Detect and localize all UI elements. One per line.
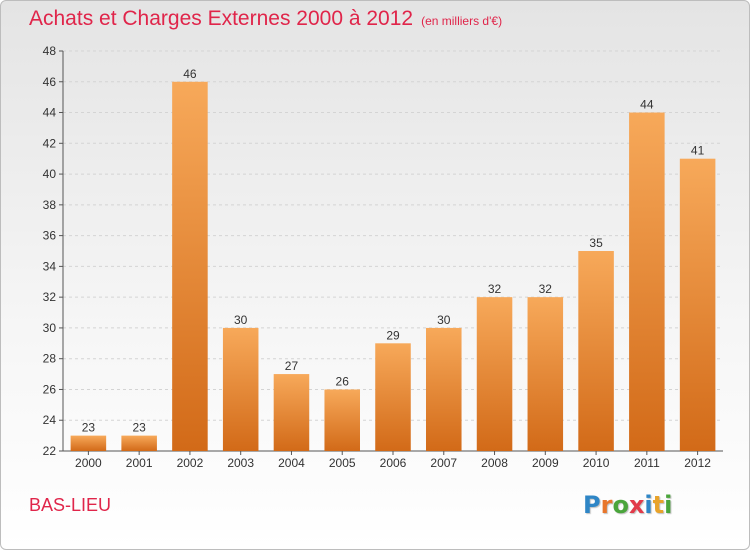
x-tick-label: 2001 bbox=[126, 456, 153, 470]
x-tick-label: 2000 bbox=[75, 456, 102, 470]
y-tick-label: 42 bbox=[43, 136, 57, 150]
y-tick-label: 24 bbox=[43, 413, 57, 427]
bar bbox=[679, 158, 716, 451]
bar bbox=[426, 327, 462, 451]
bar bbox=[527, 297, 564, 451]
bar-value-label: 35 bbox=[589, 236, 603, 250]
logo-letter: i bbox=[644, 491, 653, 519]
x-tick-label: 2011 bbox=[634, 456, 660, 470]
bar-value-label: 23 bbox=[132, 421, 146, 435]
bar-value-label: 30 bbox=[234, 313, 248, 327]
x-tick-label: 2006 bbox=[380, 456, 407, 470]
y-tick-label: 48 bbox=[43, 44, 57, 58]
bar-value-label: 46 bbox=[183, 67, 197, 81]
bar-value-label: 32 bbox=[488, 282, 502, 296]
y-tick-label: 44 bbox=[43, 106, 57, 120]
bar-value-label: 23 bbox=[82, 421, 96, 435]
logo-letter: P bbox=[583, 491, 601, 519]
y-tick-label: 30 bbox=[43, 321, 57, 335]
y-tick-label: 34 bbox=[43, 259, 57, 273]
y-tick-label: 32 bbox=[43, 290, 57, 304]
bar bbox=[121, 435, 157, 451]
bar-value-label: 30 bbox=[437, 313, 451, 327]
bar bbox=[222, 327, 259, 451]
x-tick-label: 2003 bbox=[227, 456, 254, 470]
bar-value-label: 27 bbox=[285, 359, 299, 373]
bar bbox=[273, 374, 310, 451]
x-tick-label: 2002 bbox=[177, 456, 204, 470]
y-tick-label: 28 bbox=[43, 352, 57, 366]
x-tick-label: 2010 bbox=[583, 456, 610, 470]
bar bbox=[324, 389, 360, 451]
x-tick-label: 2008 bbox=[481, 456, 508, 470]
chart-title: Achats et Charges Externes 2000 à 2012 (e… bbox=[29, 7, 502, 31]
bar-value-label: 29 bbox=[386, 328, 400, 342]
bar bbox=[70, 435, 107, 451]
logo-letter: i bbox=[664, 491, 673, 519]
bar bbox=[375, 343, 411, 451]
bar-value-label: 41 bbox=[691, 144, 705, 158]
x-tick-label: 2009 bbox=[532, 456, 559, 470]
x-tick-label: 2004 bbox=[278, 456, 305, 470]
bar-value-label: 26 bbox=[336, 374, 350, 388]
bar-value-label: 32 bbox=[539, 282, 553, 296]
logo-letter: r bbox=[600, 491, 613, 519]
bar bbox=[629, 112, 665, 452]
proxiti-logo[interactable]: Proxiti bbox=[583, 491, 672, 519]
y-tick-label: 40 bbox=[43, 167, 57, 181]
y-tick-label: 22 bbox=[43, 444, 57, 458]
y-tick-label: 36 bbox=[43, 229, 57, 243]
y-tick-label: 38 bbox=[43, 198, 57, 212]
chart-unit: (en milliers d'€) bbox=[421, 14, 503, 28]
chart-title-text: Achats et Charges Externes 2000 à 2012 bbox=[29, 7, 414, 30]
y-tick-label: 26 bbox=[43, 382, 57, 396]
x-tick-label: 2007 bbox=[430, 456, 457, 470]
x-tick-label: 2005 bbox=[329, 456, 356, 470]
bar bbox=[476, 297, 513, 451]
bar bbox=[172, 81, 208, 452]
bar bbox=[578, 251, 614, 451]
bar-value-label: 44 bbox=[640, 98, 654, 112]
commune-name: BAS-LIEU bbox=[29, 495, 112, 515]
y-tick-label: 46 bbox=[43, 75, 57, 89]
logo-letter: x bbox=[628, 491, 645, 519]
logo-letter: o bbox=[612, 491, 629, 519]
x-tick-label: 2012 bbox=[684, 456, 711, 470]
logo-letter: t bbox=[652, 491, 665, 519]
